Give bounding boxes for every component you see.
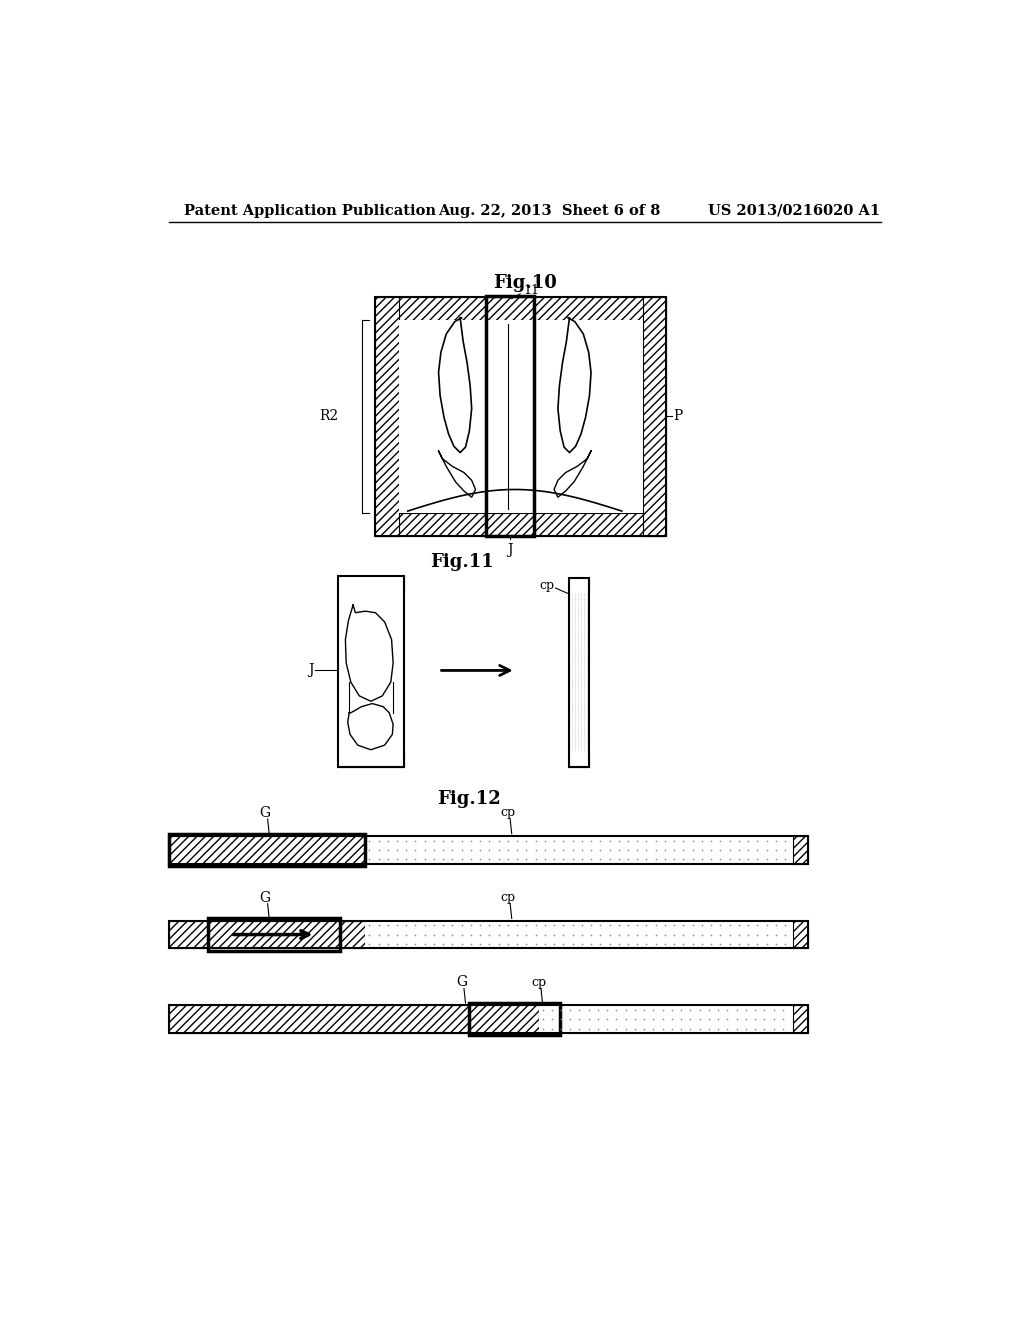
Text: Fig.10: Fig.10 [493,275,557,292]
Bar [169,836,366,863]
Bar [569,578,590,767]
Bar [366,921,793,949]
Text: G: G [260,807,271,820]
Text: cp: cp [501,807,515,820]
Bar [208,919,340,950]
Bar [169,836,808,863]
Bar [486,296,535,536]
Text: R2: R2 [319,409,339,424]
Bar [793,921,808,949]
Bar [643,297,666,536]
Bar [169,834,366,866]
Bar [339,576,403,593]
Bar [376,297,666,536]
Bar [169,921,808,949]
Bar [398,321,643,512]
Text: P: P [674,409,683,424]
Text: cp: cp [501,891,515,904]
Bar [569,752,590,767]
Bar [469,1003,560,1035]
Text: J: J [508,543,513,557]
Bar [376,512,666,536]
Text: cp: cp [539,579,554,593]
Text: Aug. 22, 2013  Sheet 6 of 8: Aug. 22, 2013 Sheet 6 of 8 [438,203,660,218]
Bar [569,578,590,591]
Bar [339,750,403,767]
Bar [169,1006,539,1034]
Bar [539,1006,793,1034]
Text: G: G [260,891,271,904]
Bar [169,1006,808,1034]
Text: cp: cp [531,975,546,989]
Text: US 2013/0216020 A1: US 2013/0216020 A1 [708,203,881,218]
Text: 11: 11 [523,284,540,297]
Bar [376,297,666,321]
Bar [366,836,793,863]
Text: J: J [308,664,313,677]
Text: Patent Application Publication: Patent Application Publication [184,203,436,218]
Bar [339,576,403,767]
Bar [169,921,366,949]
Text: G: G [456,975,467,989]
Text: Fig.11: Fig.11 [430,553,494,570]
Bar [793,1006,808,1034]
Bar [793,836,808,863]
Bar [376,297,398,536]
Text: Fig.12: Fig.12 [437,791,501,808]
